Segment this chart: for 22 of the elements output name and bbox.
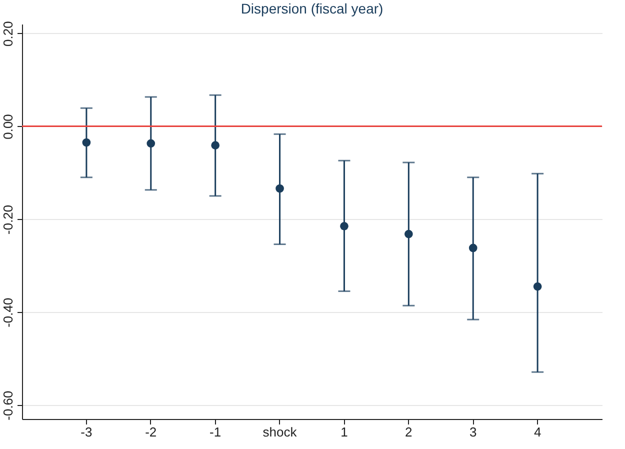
- y-tick-label: -0.20: [0, 204, 16, 234]
- x-tick-label: -3: [80, 424, 92, 440]
- point: [404, 230, 413, 238]
- y-tick-label: 0.00: [0, 114, 16, 140]
- x-tick-label: 2: [405, 424, 412, 440]
- x-tick-label: -2: [145, 424, 157, 440]
- point: [533, 282, 542, 291]
- y-tick-label: -0.60: [0, 390, 16, 420]
- y-tick-label: 0.20: [0, 21, 16, 46]
- point: [82, 138, 91, 147]
- y-tick-label: -0.40: [0, 298, 16, 328]
- point: [146, 139, 156, 148]
- point: [276, 184, 284, 193]
- x-tick-label: -1: [210, 424, 222, 440]
- x-tick-label: 1: [340, 424, 348, 440]
- point: [340, 222, 348, 230]
- point: [211, 141, 220, 150]
- x-tick-label: 4: [534, 424, 542, 440]
- point: [468, 244, 478, 252]
- x-tick-label: shock: [262, 424, 298, 440]
- chart-title: Dispersion (fiscal year): [240, 0, 384, 17]
- x-tick-label: 3: [469, 424, 477, 440]
